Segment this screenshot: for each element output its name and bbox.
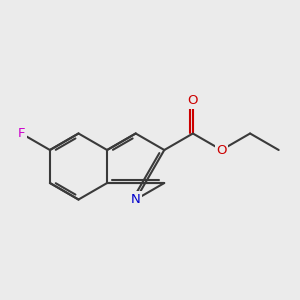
Text: F: F: [18, 127, 25, 140]
Text: O: O: [188, 94, 198, 107]
Text: N: N: [131, 193, 141, 206]
Text: O: O: [216, 143, 227, 157]
